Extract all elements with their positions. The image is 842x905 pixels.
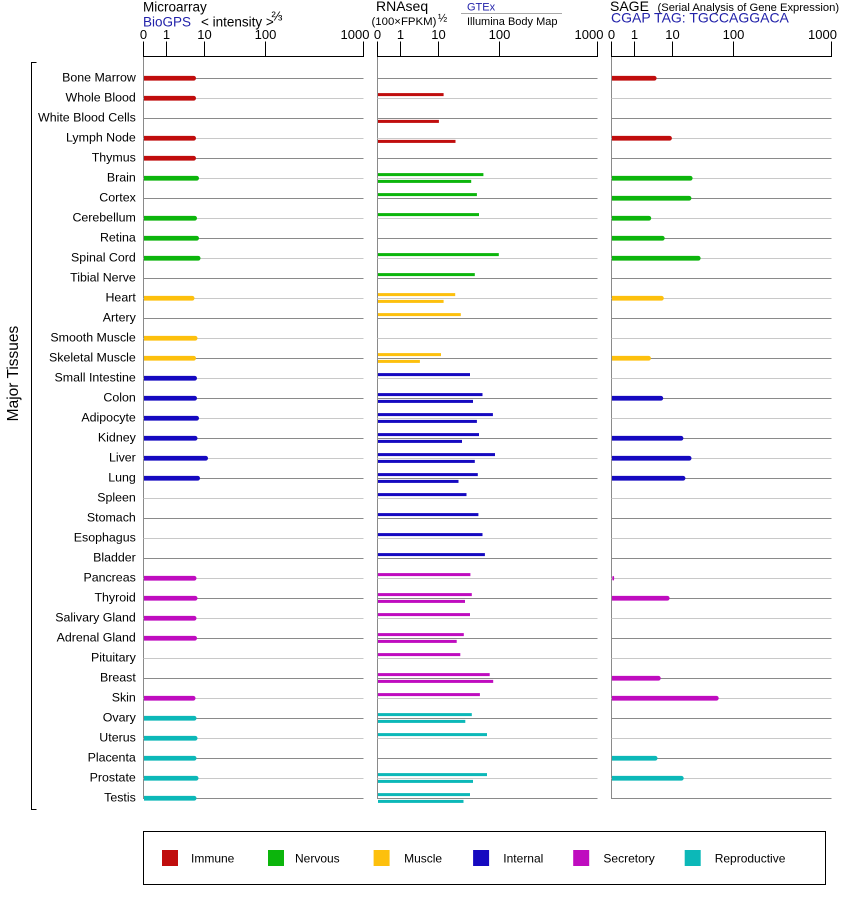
svg-text:1: 1 xyxy=(163,27,170,42)
svg-text:GTEx: GTEx xyxy=(467,1,496,13)
svg-text:White Blood Cells: White Blood Cells xyxy=(38,111,136,125)
svg-text:1000: 1000 xyxy=(808,27,837,42)
svg-text:Skeletal Muscle: Skeletal Muscle xyxy=(49,351,136,365)
svg-text:100: 100 xyxy=(489,27,511,42)
svg-text:Retina: Retina xyxy=(100,231,136,245)
svg-text:Skin: Skin xyxy=(112,691,136,705)
svg-text:Nervous: Nervous xyxy=(295,852,340,866)
svg-text:10: 10 xyxy=(197,27,211,42)
svg-text:Cortex: Cortex xyxy=(99,191,136,205)
svg-text:Reproductive: Reproductive xyxy=(715,852,786,866)
svg-text:Secretory: Secretory xyxy=(603,852,654,866)
svg-text:Breast: Breast xyxy=(100,671,136,685)
svg-text:Whole Blood: Whole Blood xyxy=(66,91,136,105)
svg-text:100: 100 xyxy=(255,27,277,42)
svg-text:Pancreas: Pancreas xyxy=(83,571,135,585)
svg-text:Kidney: Kidney xyxy=(98,431,137,445)
svg-text:Placenta: Placenta xyxy=(88,751,136,765)
svg-text:RNAseq: RNAseq xyxy=(376,0,428,14)
svg-text:SAGE: SAGE xyxy=(610,0,649,14)
svg-text:Liver: Liver xyxy=(109,451,136,465)
svg-text:Colon: Colon xyxy=(103,391,135,405)
svg-text:CGAP TAG: TGCCAGGACA: CGAP TAG: TGCCAGGACA xyxy=(611,10,790,26)
svg-text:Prostate: Prostate xyxy=(90,771,136,785)
svg-text:Pituitary: Pituitary xyxy=(91,651,137,665)
svg-text:1000: 1000 xyxy=(575,27,604,42)
svg-text:Artery: Artery xyxy=(103,311,137,325)
svg-text:< intensity >: < intensity > xyxy=(201,15,274,30)
svg-text:Brain: Brain xyxy=(107,171,136,185)
svg-text:Small Intestine: Small Intestine xyxy=(55,371,136,385)
svg-text:Tibial Nerve: Tibial Nerve xyxy=(70,271,136,285)
svg-text:Testis: Testis xyxy=(104,791,136,805)
svg-text:Microarray: Microarray xyxy=(143,0,207,15)
svg-text:100: 100 xyxy=(723,27,745,42)
svg-text:Adipocyte: Adipocyte xyxy=(81,411,136,425)
svg-text:Thymus: Thymus xyxy=(92,151,136,165)
svg-text:(Serial Analysis of Gene Expre: (Serial Analysis of Gene Expression) xyxy=(658,2,840,14)
svg-text:Bone Marrow: Bone Marrow xyxy=(62,71,136,85)
svg-text:½: ½ xyxy=(438,13,447,25)
svg-text:10: 10 xyxy=(665,27,679,42)
svg-text:Spleen: Spleen xyxy=(97,491,136,505)
svg-text:Internal: Internal xyxy=(503,852,543,866)
svg-text:⅔: ⅔ xyxy=(272,9,283,24)
svg-text:Spinal Cord: Spinal Cord xyxy=(71,251,136,265)
svg-text:Bladder: Bladder xyxy=(93,551,136,565)
svg-text:Cerebellum: Cerebellum xyxy=(72,211,135,225)
svg-text:Ovary: Ovary xyxy=(103,711,137,725)
svg-text:Immune: Immune xyxy=(191,852,235,866)
svg-text:1: 1 xyxy=(397,27,404,42)
svg-text:1000: 1000 xyxy=(341,27,370,42)
svg-text:1: 1 xyxy=(631,27,638,42)
svg-text:Uterus: Uterus xyxy=(99,731,136,745)
svg-text:Stomach: Stomach xyxy=(87,511,136,525)
svg-text:Lymph Node: Lymph Node xyxy=(66,131,136,145)
svg-text:10: 10 xyxy=(431,27,445,42)
svg-text:0: 0 xyxy=(374,27,381,42)
svg-text:BioGPS: BioGPS xyxy=(143,15,191,30)
svg-text:Lung: Lung xyxy=(108,471,136,485)
svg-text:Major Tissues: Major Tissues xyxy=(5,325,22,421)
svg-text:Salivary Gland: Salivary Gland xyxy=(55,611,136,625)
svg-text:Esophagus: Esophagus xyxy=(74,531,136,545)
svg-text:Muscle: Muscle xyxy=(404,852,442,866)
svg-text:Illumina Body Map: Illumina Body Map xyxy=(467,16,558,28)
svg-text:Adrenal Gland: Adrenal Gland xyxy=(57,631,136,645)
svg-text:Smooth Muscle: Smooth Muscle xyxy=(50,331,136,345)
svg-text:Thyroid: Thyroid xyxy=(94,591,135,605)
svg-text:Heart: Heart xyxy=(105,291,136,305)
svg-text:(100×FPKM): (100×FPKM) xyxy=(372,16,437,28)
svg-text:0: 0 xyxy=(608,27,615,42)
svg-text:0: 0 xyxy=(140,27,147,42)
